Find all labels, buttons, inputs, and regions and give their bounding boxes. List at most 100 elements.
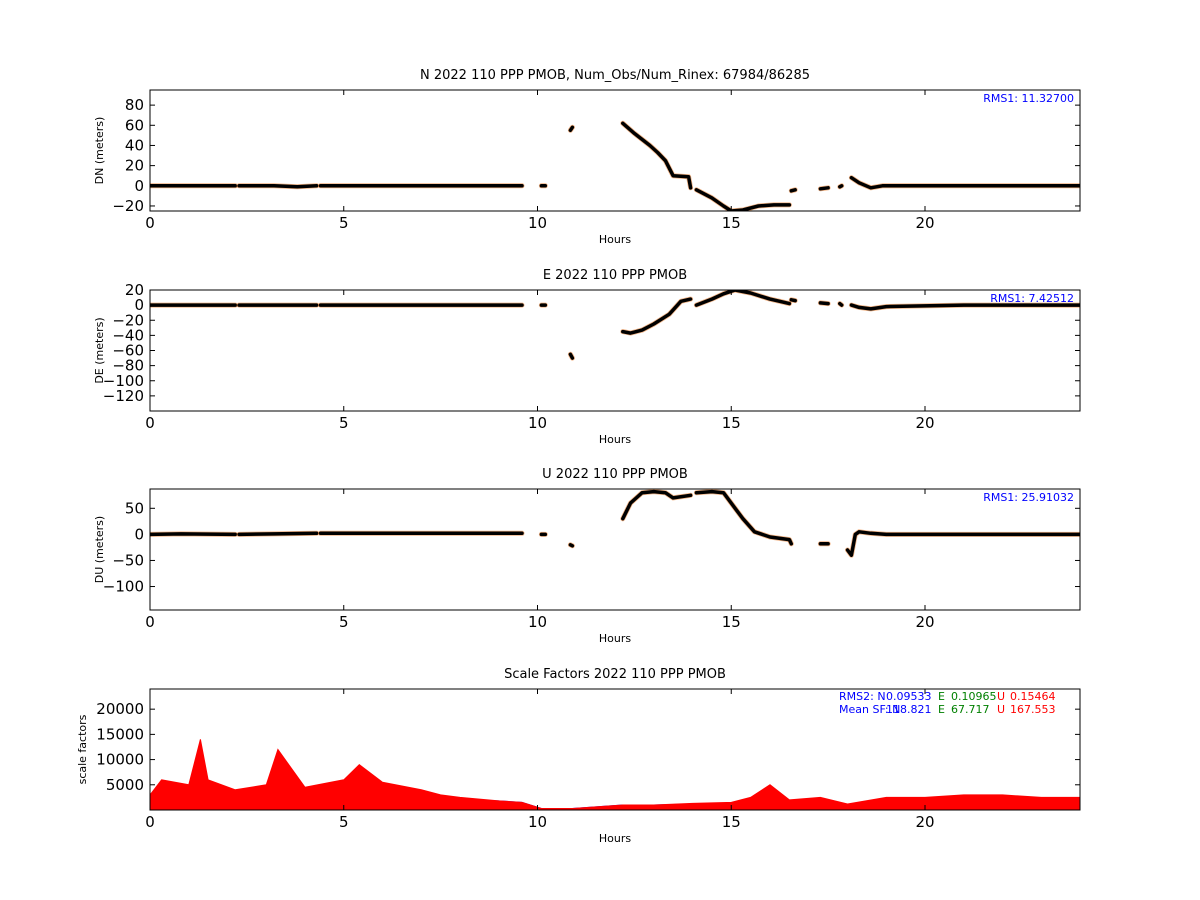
series-segment-9	[818, 186, 830, 191]
rms2-annotation-u: 0.15464	[1010, 690, 1056, 703]
x-tick-label: 0	[145, 813, 155, 831]
rms-annotation: RMS1: 25.91032	[983, 491, 1074, 504]
y-tick-label: 0	[134, 525, 144, 543]
x-tick-label: 5	[339, 813, 349, 831]
x-tick-label: 15	[722, 613, 741, 631]
panel-4: 0 5 10 15 20 20000 15000 10000 5000 Scale Factors…	[76, 667, 1081, 845]
x-tick-label: 15	[722, 214, 741, 232]
x-axis-label: Hours	[599, 632, 631, 645]
mean-sf-annotation-e-label: E	[938, 703, 945, 716]
rms2-annotation-u-label: U	[997, 690, 1005, 703]
plot-area	[150, 120, 1080, 211]
x-tick-label: 20	[915, 813, 934, 831]
axes-frame	[149, 289, 1081, 412]
x-tick-label: 20	[915, 414, 934, 432]
series-segment-2	[237, 184, 319, 189]
y-tick-label: 15000	[96, 725, 144, 743]
x-tick-label: 15	[722, 813, 741, 831]
series-segment-5	[568, 543, 575, 548]
y-tick-label: −40	[112, 326, 144, 344]
x-tick-label: 5	[339, 613, 349, 631]
y-tick-label: 20000	[96, 700, 144, 718]
series-segment-11	[849, 175, 1080, 190]
y-axis-label: scale factors	[76, 714, 89, 784]
series-segment-9	[818, 301, 830, 306]
x-axis-label: Hours	[599, 433, 631, 446]
y-tick-label: −100	[103, 578, 144, 596]
chart-title: N 2022 110 PPP PMOB, Num_Obs/Num_Rinex: …	[420, 68, 810, 83]
series-segment-2	[237, 531, 319, 537]
axes-frame	[149, 688, 1081, 811]
x-tick-label: 10	[528, 613, 547, 631]
series-segment-7	[694, 489, 794, 546]
y-tick-label: −20	[112, 311, 144, 329]
y-axis-label: DU (meters)	[93, 516, 106, 583]
series-segment-5	[568, 125, 575, 133]
mean-sf-annotation-label: Mean SF: N	[839, 703, 900, 716]
rms2-annotation-n: 0.09533	[886, 690, 932, 703]
y-tick-label: 80	[125, 96, 144, 114]
plot-area	[150, 739, 1080, 810]
chart-title: Scale Factors 2022 110 PPP PMOB	[504, 667, 726, 682]
y-axis-label: DE (meters)	[93, 317, 106, 383]
series-segment-10	[838, 184, 844, 189]
plot-area	[150, 290, 1080, 361]
y-tick-label: −100	[103, 372, 144, 390]
y-tick-label: 60	[125, 116, 144, 134]
y-tick-label: 0	[134, 296, 144, 314]
x-tick-label: 0	[145, 214, 155, 232]
panel-3: 0 5 10 15 20 50 0 −50 −100 U 2022 110 PPP PMOB Hou…	[93, 467, 1081, 645]
rms-annotation: RMS1: 11.32700	[983, 92, 1074, 105]
x-tick-label: 0	[145, 414, 155, 432]
series-segment-5	[568, 352, 575, 360]
mean-sf-annotation-u: 167.553	[1010, 703, 1056, 716]
series-segment-10	[838, 301, 844, 307]
y-tick-label: 50	[125, 499, 144, 517]
y-tick-label: 20	[125, 157, 144, 175]
x-axis-label: Hours	[599, 233, 631, 246]
x-tick-label: 5	[339, 214, 349, 232]
rms2-annotation-e-label: E	[938, 690, 945, 703]
x-tick-label: 10	[528, 813, 547, 831]
series-segment-8	[789, 298, 797, 303]
series-area-3	[150, 739, 1080, 810]
mean-sf-annotation-u-label: U	[997, 703, 1005, 716]
y-axis-label: DN (meters)	[93, 117, 106, 185]
y-tick-label: −120	[103, 387, 144, 405]
y-tick-label: 5000	[106, 776, 144, 794]
mean-sf-annotation-n: 118.821	[886, 703, 932, 716]
axes-frame	[149, 89, 1081, 212]
rms2-annotation: RMS2: N 0.09533 E 0.10965 U 0.15464	[839, 690, 1056, 703]
series-segment-1	[150, 532, 238, 537]
plot-area	[150, 489, 1080, 558]
series-segment-6	[621, 489, 693, 521]
rms-annotation: RMS1: 7.42512	[990, 292, 1074, 305]
series-segment-halo	[693, 187, 792, 211]
series-segment-7	[694, 290, 792, 307]
x-tick-label: 10	[528, 414, 547, 432]
x-tick-label: 10	[528, 214, 547, 232]
x-tick-label: 15	[722, 414, 741, 432]
x-tick-label: 0	[145, 613, 155, 631]
series-segment-8	[789, 188, 797, 193]
y-tick-label: −60	[112, 342, 144, 360]
x-tick-label: 5	[339, 414, 349, 432]
rms2-annotation-e: 0.10965	[951, 690, 997, 703]
y-tick-label: 0	[134, 177, 144, 195]
y-tick-label: −80	[112, 357, 144, 375]
x-tick-label: 20	[915, 214, 934, 232]
y-tick-label: −20	[112, 197, 144, 215]
y-tick-label: −50	[112, 551, 144, 569]
y-tick-label: 20	[125, 281, 144, 299]
series-segment-6	[621, 121, 693, 190]
y-tick-label: 10000	[96, 751, 144, 769]
series-segment-9	[845, 530, 1080, 557]
y-tick-label: 40	[125, 136, 144, 154]
series-segment-6	[621, 297, 693, 335]
rms2-annotation-label: RMS2: N	[839, 690, 886, 703]
chart-title: U 2022 110 PPP PMOB	[542, 467, 688, 482]
